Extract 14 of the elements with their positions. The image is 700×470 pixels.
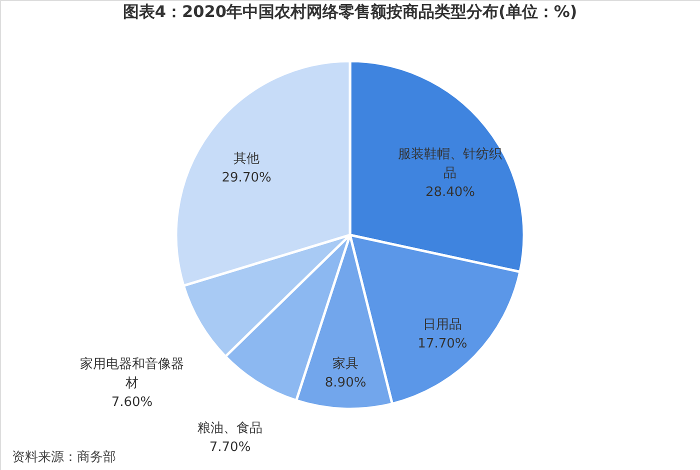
slice-label: 家具 [332,356,359,372]
slice-label: 服装鞋帽、针纺织品 [398,147,502,182]
text: 资料来源：商务部 [12,450,116,465]
chart-title: 图表4：2020年中国农村网络零售额按商品类型分布(单位：%) [122,2,578,21]
slice-label: 日用品 [422,318,462,333]
slice-label: 粮油、食品 [198,421,263,436]
data-label: 7.70% [209,440,251,456]
data-label: 8.90% [324,376,366,391]
slice-label: 家用电器和音像器材 [80,356,184,391]
data-label: 29.70% [222,170,272,186]
slice-label: 其他 [234,151,260,166]
data-label: 17.70% [418,336,468,352]
data-label: 7.60% [111,394,153,410]
data-label: 28.40% [425,185,476,200]
